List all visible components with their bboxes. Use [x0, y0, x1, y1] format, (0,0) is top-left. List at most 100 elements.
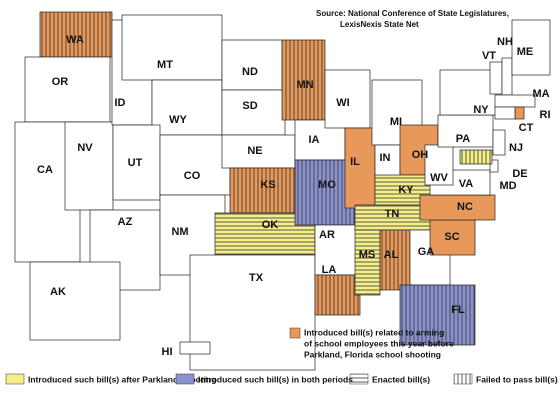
state-label: NC [457, 201, 473, 213]
legend-swatch [453, 373, 473, 385]
state-label: NM [171, 226, 188, 238]
state-label: HI [162, 346, 173, 358]
legend-label: of school employees this year before [304, 338, 454, 348]
state-label: PA [456, 133, 471, 145]
state [24, 56, 111, 123]
state [179, 341, 211, 355]
state-label: MD [499, 180, 516, 192]
state-label: MO [318, 179, 336, 191]
state-label: FL [451, 304, 465, 316]
state-label: MA [532, 88, 549, 100]
state-label: OH [412, 149, 429, 161]
state [489, 61, 503, 95]
state-label: TX [249, 272, 264, 284]
state [121, 14, 223, 81]
state-label: WY [169, 114, 187, 126]
legend-label: Introduced bill(s) related to arming [304, 327, 444, 337]
states: WA OR CA NV ID MT WY UT AZ CO NM ND SD NE KS OK TX MN IA MO… [14, 11, 551, 371]
state-label: RI [540, 109, 551, 121]
state [151, 79, 223, 136]
state-label: MS [359, 249, 376, 261]
state-label: WI [336, 97, 349, 109]
state [419, 194, 496, 221]
state-label: IN [380, 152, 391, 164]
state-label: AZ [118, 216, 133, 228]
state-label: GA [418, 246, 435, 258]
state-label: WV [430, 172, 448, 184]
state [221, 39, 283, 91]
state-hatch [400, 285, 475, 345]
state-label: NH [497, 36, 513, 48]
legend-swatch [349, 373, 369, 385]
state-label: AK [50, 286, 66, 298]
legend-swatch [175, 373, 195, 385]
state [29, 261, 121, 341]
state-label: NV [77, 142, 93, 154]
state-label: TN [385, 208, 400, 220]
state [429, 219, 476, 256]
state-hatch [40, 12, 112, 57]
state-label: CT [519, 122, 534, 134]
state-label: NE [247, 145, 262, 157]
state-label: IL [350, 156, 360, 168]
source: LexisNexis State Net [340, 20, 419, 29]
state-hatch [380, 230, 410, 290]
legend-label: Enacted bill(s) [372, 374, 430, 384]
state [314, 224, 358, 276]
state [89, 209, 161, 291]
state-label: NJ [509, 142, 523, 154]
state-label: KY [398, 184, 414, 196]
state [159, 134, 231, 196]
state-label: MT [157, 59, 173, 71]
state-label: VT [482, 50, 496, 62]
state-label: ND [242, 66, 258, 78]
state-hatch [282, 40, 325, 120]
legend-label: Introduced such bill(s) after Parkland s… [28, 374, 216, 384]
legend-swatch [289, 327, 301, 339]
legend-label: Introduced such bill(s) in both periods [198, 374, 353, 384]
state [492, 129, 506, 156]
state-hatch [230, 168, 302, 213]
state-label: MN [296, 79, 313, 91]
state [64, 121, 114, 211]
state [494, 94, 536, 108]
state-label: AR [319, 229, 335, 241]
state-label: ME [517, 46, 534, 58]
state-label: NY [473, 104, 489, 116]
state [494, 106, 516, 120]
state-label: CA [37, 164, 53, 176]
state-label: OK [262, 219, 279, 231]
state [189, 254, 316, 371]
legend-label: Failed to pass bill(s) [476, 374, 558, 384]
state-label: LA [322, 264, 337, 276]
state [221, 134, 296, 169]
state [489, 159, 499, 173]
state [514, 106, 525, 120]
state [324, 69, 371, 129]
legend-label: Parkland, Florida school shooting [304, 349, 441, 359]
state-hatch [460, 150, 492, 164]
state-label: AL [384, 249, 399, 261]
state-label: SC [444, 231, 459, 243]
state [511, 19, 551, 76]
state-label: CO [184, 170, 201, 182]
state-hatch [315, 275, 360, 315]
source: Source: National Conference of State Leg… [316, 9, 509, 18]
legend-swatch [5, 373, 25, 385]
state-label: ID [115, 97, 126, 109]
state-hatch [355, 230, 380, 295]
state-label: DE [512, 168, 527, 180]
state-label: MI [390, 116, 402, 128]
state [221, 89, 286, 136]
state [112, 124, 161, 201]
state-label: VA [459, 178, 474, 190]
state-label: KS [260, 179, 275, 191]
state-label: WA [66, 34, 84, 46]
state [344, 127, 376, 209]
state-label: IA [309, 134, 320, 146]
state-label: UT [128, 157, 143, 169]
state-label: OR [52, 76, 69, 88]
state [501, 57, 513, 96]
